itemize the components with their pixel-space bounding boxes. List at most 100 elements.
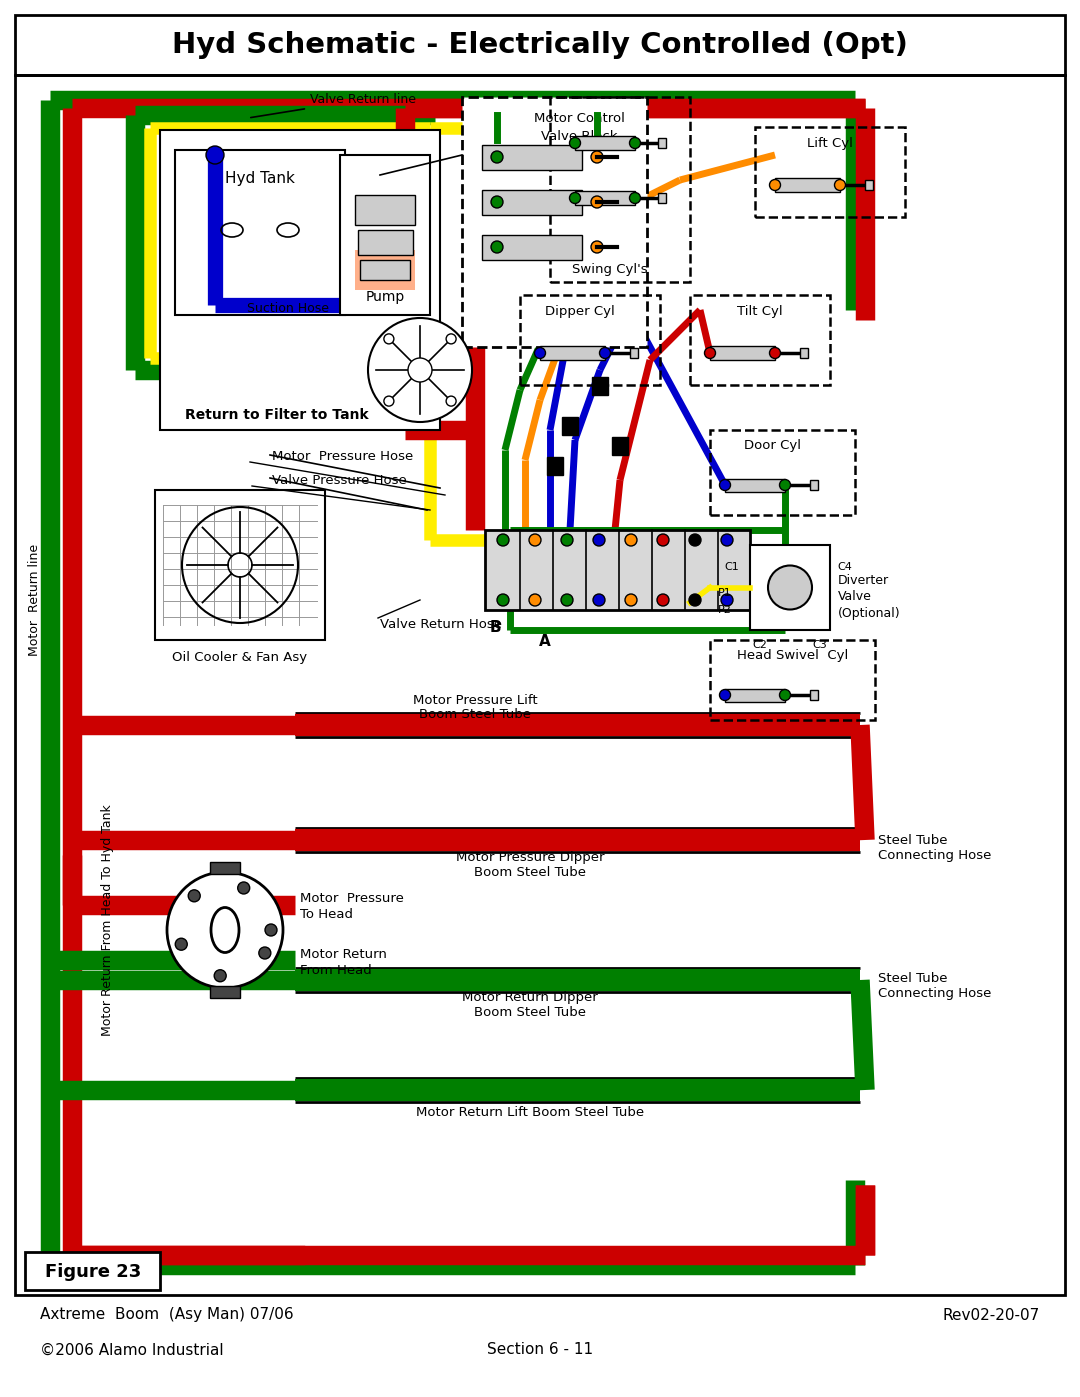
- Circle shape: [593, 594, 605, 606]
- Bar: [865, 180, 873, 190]
- Text: P2: P2: [718, 605, 732, 615]
- Circle shape: [719, 479, 730, 490]
- Text: (Optional): (Optional): [838, 606, 901, 619]
- Text: To Head: To Head: [300, 908, 353, 921]
- Bar: [750, 545, 831, 630]
- Text: Motor Pressure Dipper: Motor Pressure Dipper: [456, 852, 604, 865]
- Circle shape: [768, 566, 812, 609]
- Text: Connecting Hose: Connecting Hose: [878, 988, 991, 1000]
- Circle shape: [704, 348, 715, 359]
- Circle shape: [529, 534, 541, 546]
- Bar: [519, 295, 660, 386]
- Text: Motor Control: Motor Control: [535, 113, 625, 126]
- Text: Motor  Return line: Motor Return line: [28, 543, 41, 657]
- Bar: [482, 235, 582, 260]
- Text: Valve Return Hose: Valve Return Hose: [380, 619, 502, 631]
- Circle shape: [721, 534, 733, 546]
- Bar: [25, 1252, 160, 1289]
- Bar: [710, 430, 855, 515]
- Bar: [355, 250, 415, 291]
- Bar: [357, 231, 413, 256]
- Text: Boom Steel Tube: Boom Steel Tube: [419, 708, 531, 721]
- Bar: [575, 191, 635, 205]
- Bar: [658, 193, 666, 203]
- Text: Pump: Pump: [365, 291, 405, 305]
- Text: Lift Cyl: Lift Cyl: [807, 137, 853, 149]
- Bar: [482, 145, 582, 170]
- Bar: [810, 481, 818, 490]
- Bar: [340, 155, 430, 314]
- Bar: [800, 348, 808, 358]
- Circle shape: [529, 594, 541, 606]
- Text: Motor Return Lift Boom Steel Tube: Motor Return Lift Boom Steel Tube: [416, 1105, 644, 1119]
- Bar: [690, 295, 831, 386]
- Bar: [156, 490, 325, 640]
- Text: From Head: From Head: [300, 964, 372, 978]
- Circle shape: [625, 534, 637, 546]
- Circle shape: [569, 193, 581, 204]
- Circle shape: [593, 534, 605, 546]
- Bar: [355, 196, 415, 225]
- Text: Motor  Pressure: Motor Pressure: [300, 891, 404, 904]
- Circle shape: [630, 193, 640, 204]
- Text: Connecting Hose: Connecting Hose: [878, 849, 991, 862]
- Text: Swing Cyl's: Swing Cyl's: [572, 264, 648, 277]
- Circle shape: [408, 358, 432, 381]
- Text: Valve: Valve: [838, 591, 872, 604]
- Text: A: A: [539, 634, 551, 650]
- Circle shape: [591, 196, 603, 208]
- Bar: [546, 457, 563, 475]
- Circle shape: [657, 534, 669, 546]
- Circle shape: [491, 151, 503, 163]
- Text: Steel Tube: Steel Tube: [878, 834, 947, 847]
- Bar: [462, 96, 647, 346]
- Text: C3: C3: [812, 640, 827, 650]
- Circle shape: [689, 594, 701, 606]
- Bar: [540, 346, 605, 360]
- Bar: [160, 130, 440, 430]
- Circle shape: [238, 882, 249, 894]
- Bar: [485, 529, 750, 610]
- Circle shape: [188, 890, 200, 902]
- Text: ©2006 Alamo Industrial: ©2006 Alamo Industrial: [40, 1343, 224, 1358]
- Text: Axtreme  Boom  (Asy Man) 07/06: Axtreme Boom (Asy Man) 07/06: [40, 1308, 294, 1323]
- Bar: [612, 437, 627, 455]
- Text: Motor Return Dipper: Motor Return Dipper: [462, 992, 598, 1004]
- Text: Motor Pressure Lift: Motor Pressure Lift: [413, 693, 538, 707]
- Circle shape: [721, 594, 733, 606]
- Circle shape: [719, 690, 730, 700]
- Circle shape: [368, 319, 472, 422]
- Text: Figure 23: Figure 23: [45, 1263, 141, 1281]
- Circle shape: [206, 147, 224, 163]
- Circle shape: [561, 594, 573, 606]
- Text: C4: C4: [838, 562, 852, 571]
- Text: Return to Filter to Tank: Return to Filter to Tank: [185, 408, 368, 422]
- Text: Steel Tube: Steel Tube: [878, 971, 947, 985]
- Circle shape: [657, 594, 669, 606]
- Circle shape: [561, 534, 573, 546]
- Text: Hyd Schematic - Electrically Controlled (Opt): Hyd Schematic - Electrically Controlled …: [172, 31, 908, 59]
- Text: C2: C2: [753, 640, 768, 650]
- Text: Head Swivel  Cyl: Head Swivel Cyl: [737, 650, 848, 662]
- Circle shape: [769, 348, 781, 359]
- Circle shape: [835, 179, 846, 190]
- Circle shape: [167, 872, 283, 988]
- Circle shape: [689, 534, 701, 546]
- Text: Door Cyl: Door Cyl: [744, 440, 801, 453]
- Circle shape: [497, 534, 509, 546]
- Bar: [810, 690, 818, 700]
- Circle shape: [175, 939, 187, 950]
- Bar: [725, 479, 785, 492]
- Circle shape: [491, 196, 503, 208]
- Bar: [210, 986, 240, 997]
- Text: Motor Return: Motor Return: [300, 949, 387, 961]
- Bar: [210, 862, 240, 875]
- Circle shape: [780, 690, 791, 700]
- Bar: [575, 136, 635, 149]
- Text: Boom Steel Tube: Boom Steel Tube: [474, 866, 586, 879]
- Circle shape: [535, 348, 545, 359]
- Text: C1: C1: [725, 562, 740, 571]
- Bar: [15, 15, 1065, 75]
- Circle shape: [259, 947, 271, 958]
- Text: P1: P1: [718, 588, 732, 598]
